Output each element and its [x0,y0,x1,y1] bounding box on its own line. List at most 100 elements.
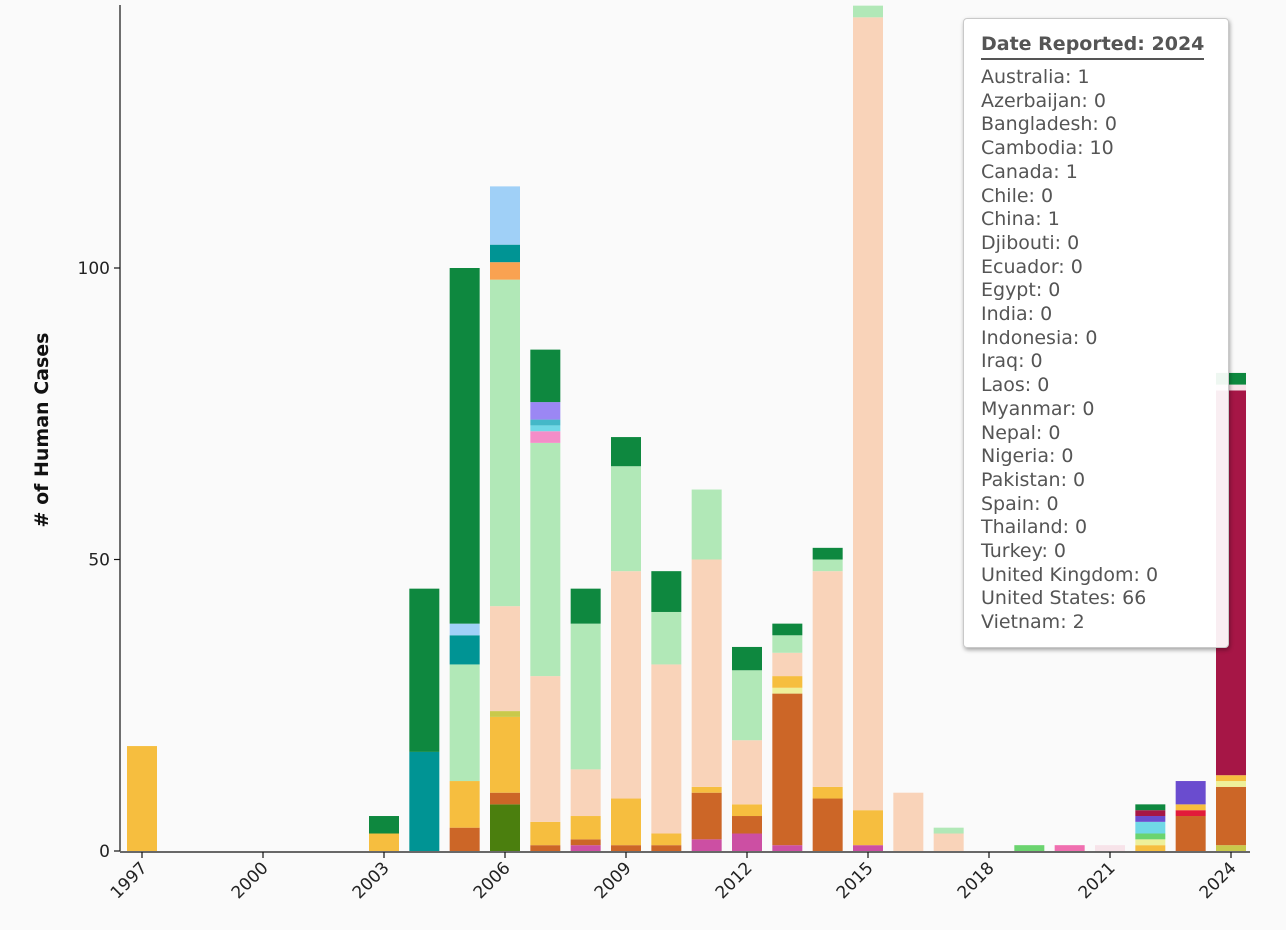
bar-segment-pakistan [530,431,561,443]
x-tick-label: 1997 [107,858,152,903]
tooltip-row: Myanmar: 0 [981,397,1095,420]
bar-segment-egypt [732,740,762,805]
bar-segment-djibouti [1095,845,1125,851]
bar-segment-cambodia [732,816,762,834]
bar-segment-myanmar [449,623,480,636]
bar-segment-nigeria [772,845,803,851]
bar-segment-indonesia [732,670,762,741]
x-tick-label: 2015 [833,858,878,903]
bar-2011 [691,489,722,851]
tooltip-row: Bangladesh: 0 [981,113,1117,136]
bar-segment-iraq [490,244,520,263]
bar-segment-cambodia [1175,816,1206,851]
bar-2023 [1175,781,1206,851]
bar-segment-indonesia [933,827,964,834]
bar-segment-vietnam [1216,372,1246,385]
bar-segment-united-kingdom [1175,781,1206,805]
bar-segment-egypt [893,792,924,851]
tooltip-list: Australia: 1 Azerbaijan: 0 Bangladesh: 0 Ca… [981,66,1218,635]
x-tick-label: 2006 [470,858,515,903]
bar-segment-cambodia [1216,786,1246,846]
bar-segment-india [490,804,520,851]
bar-2022 [1135,804,1166,851]
tooltip-row: Indonesia: 0 [981,326,1098,349]
bar-segment-china [369,833,399,851]
x-tick-label: 2021 [1075,858,1120,903]
bar-segment-cambodia [611,845,641,851]
bar-segment-indonesia [691,489,722,560]
bar-segment-cambodia [691,792,722,840]
bar-segment-spain [530,402,561,420]
tooltip-row: United Kingdom: 0 [981,563,1159,586]
bar-segment-myanmar [490,186,520,245]
bar-segment-cambodia [449,827,480,851]
bar-segment-nigeria [853,845,883,851]
y-tick-label: 50 [88,551,110,571]
tooltip-row: Chile: 0 [981,184,1054,207]
bar-segment-egypt [933,833,964,851]
bar-segment-egypt [530,676,561,822]
bar-segment-egypt [651,664,682,834]
bar-segment-china [449,781,480,828]
bar-segment-australia [772,687,803,694]
tooltip: Date Reported: 2024 Australia: 1 Azerbaij… [963,18,1229,648]
x-tick-label: 2024 [1196,858,1241,903]
bar-segment-indonesia [853,5,883,18]
bar-segment-vietnam [611,437,641,467]
bar-segment-nigeria [570,845,601,851]
bar-segment-indonesia [772,635,803,653]
tooltip-row: United States: 66 [981,587,1147,610]
bar-segment-azerbaijan [530,419,561,426]
bar-segment-egypt [490,606,520,712]
bar-segment-iraq [449,635,480,665]
bar-2004 [409,588,440,851]
bar-segment-indonesia [530,442,561,677]
tooltip-row: Iraq: 0 [981,350,1043,373]
bar-segment-china [490,716,520,793]
bar-segment-indonesia [449,664,480,782]
bar-segment-iraq [409,751,440,851]
bar-segment-cambodia [651,845,682,851]
bar-segment-laos [530,425,561,432]
bar-2019 [1014,845,1045,851]
tooltip-row: Cambodia: 10 [981,137,1114,160]
bar-segment-vietnam [651,571,682,612]
bar-2008 [570,588,601,851]
bar-segment-vietnam [732,646,762,671]
bar-segment-vietnam [812,547,843,560]
bar-segment-vietnam [772,623,803,636]
bar-segment-vietnam [570,588,601,624]
tooltip-row: Egypt: 0 [981,279,1061,302]
y-tick-label: 100 [78,259,110,279]
bar-2012 [732,646,762,851]
bar-segment-ecuador [1135,833,1166,840]
tooltip-row: Azerbaijan: 0 [981,89,1106,112]
bar-segment-china [812,786,843,799]
bar-segment-cambodia [490,792,520,805]
bar-2021 [1095,845,1125,851]
bar-segment-indonesia [651,611,682,665]
bar-2010 [651,571,682,851]
x-tick-label: 2000 [228,858,273,903]
bar-segment-china [1135,845,1166,851]
tooltip-row: Vietnam: 2 [981,611,1085,634]
bar-segment-china [127,746,157,851]
tooltip-row: Nigeria: 0 [981,445,1074,468]
tooltip-row: Australia: 1 [981,66,1090,88]
bar-segment-cambodia [812,798,843,851]
x-tick-label: 2009 [591,858,636,903]
bar-segment-china [570,816,601,840]
bar-segment-egypt [611,571,641,799]
bar-segment-cambodia [570,839,601,846]
bar-segment-china [1175,804,1206,811]
bar-segment-chile [1175,810,1206,817]
bar-segment-vietnam [1135,804,1166,811]
bar-segment-ecuador [1014,845,1045,851]
bar-segment-thailand [490,711,520,717]
bar-1997 [127,746,157,851]
bar-segment-indonesia [611,466,641,572]
bar-2007 [530,349,561,851]
bar-2017 [933,827,964,851]
tooltip-row: China: 1 [981,208,1060,231]
